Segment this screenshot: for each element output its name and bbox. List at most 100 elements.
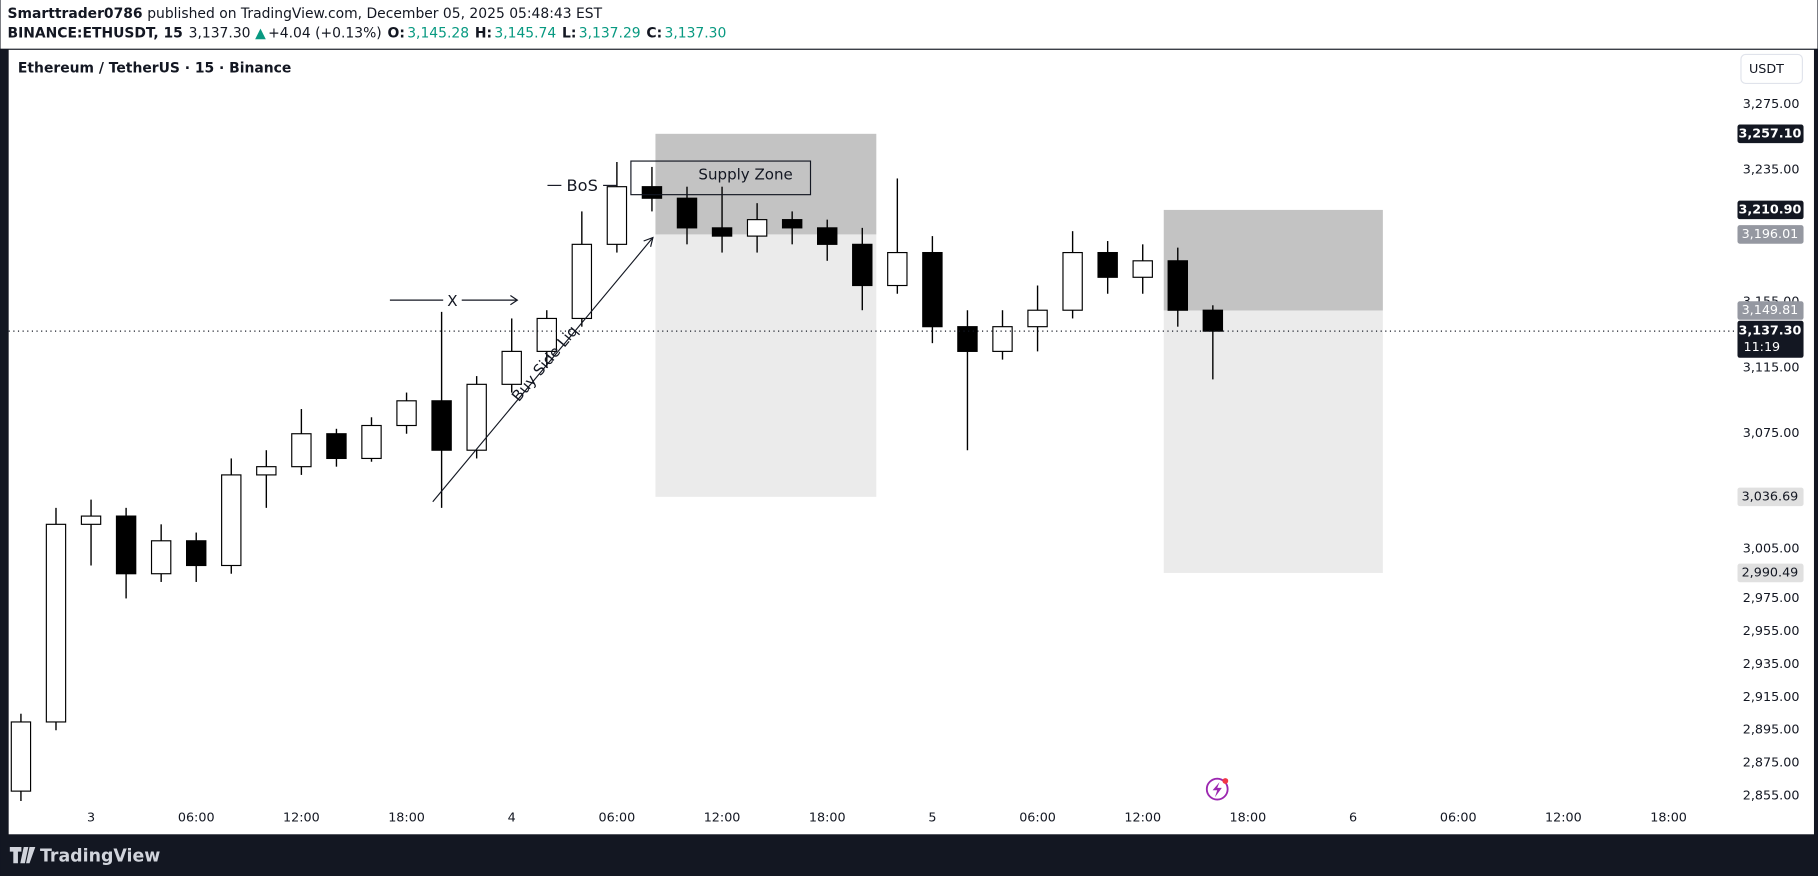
c-label: C: — [646, 26, 662, 42]
candle-body — [1202, 309, 1224, 332]
candle-body — [852, 243, 873, 287]
x-tick-label: 18:00 — [388, 811, 425, 826]
low: 3,137.29 — [579, 26, 641, 42]
candle-body — [431, 400, 452, 451]
x-tick-label: 5 — [928, 811, 936, 826]
price-label: 2,990.49 — [1742, 565, 1799, 580]
candle-body — [887, 251, 908, 287]
header-bar — [0, 0, 1818, 49]
candle-body — [45, 523, 67, 723]
y-tick-label: 2,875.00 — [1743, 756, 1800, 771]
l-label: L: — [562, 26, 576, 42]
price-label-box — [1737, 487, 1804, 507]
brand: TradingView — [40, 846, 160, 866]
author: Smarttrader0786 — [8, 6, 143, 22]
candle-body — [256, 466, 277, 476]
price-label-box — [1737, 200, 1804, 220]
header-line-2: BINANCE:ETHUSDT, 15 3,137.30 ▲ +4.04 (+0.13… — [8, 26, 727, 42]
chart-title: Ethereum / TetherUS · 15 · Binance — [18, 60, 291, 76]
candle-body — [466, 383, 487, 451]
currency[interactable]: USDT — [1749, 62, 1784, 77]
price-label-box — [1737, 320, 1804, 358]
open: 3,145.28 — [407, 26, 469, 42]
candle-body — [711, 227, 733, 237]
candle-body — [817, 227, 838, 245]
x-tick-label: 06:00 — [599, 811, 636, 826]
close: 3,137.30 — [664, 26, 726, 42]
x-tick-label: 12:00 — [704, 811, 741, 826]
price: 3,137.30 — [189, 26, 251, 42]
candle-body — [606, 186, 628, 245]
y-tick-label: 2,855.00 — [1743, 789, 1800, 804]
y-tick-label: 3,115.00 — [1743, 360, 1800, 375]
zone-lower — [1163, 310, 1383, 573]
x-tick-label: 06:00 — [1440, 811, 1477, 826]
candle-body — [1132, 260, 1153, 278]
candle-body — [10, 721, 32, 792]
alert-bolt — [1212, 782, 1222, 798]
x-tick-label: 06:00 — [1019, 811, 1056, 826]
x-tick-label: 18:00 — [809, 811, 846, 826]
candle-body — [361, 424, 382, 460]
y-tick-label: 2,895.00 — [1743, 723, 1800, 738]
price-label-box — [1737, 124, 1804, 144]
x-tick-label: 18:00 — [1650, 811, 1687, 826]
logo-mark — [9, 847, 36, 864]
o-label: O: — [388, 26, 405, 42]
y-tick-label: 2,975.00 — [1743, 591, 1800, 606]
candle-body — [992, 326, 1013, 352]
y-tick-label: 3,235.00 — [1743, 163, 1800, 178]
candle-body — [185, 540, 207, 567]
x-tick-label: 6 — [1349, 811, 1357, 826]
zone-lower — [655, 234, 877, 497]
symbol: BINANCE:ETHUSDT, 15 — [8, 26, 183, 42]
price-label: 3,196.01 — [1742, 227, 1799, 242]
liquidity-line — [432, 237, 654, 503]
candle-body — [746, 219, 768, 237]
countdown: 11:19 — [1743, 340, 1780, 355]
plot-area — [8, 49, 1814, 835]
candle-body — [115, 515, 137, 575]
price-label: 3,036.69 — [1742, 489, 1799, 504]
h-label: H: — [475, 26, 492, 42]
x-tick-label: 06:00 — [178, 811, 215, 826]
x-tick-label: 4 — [508, 811, 516, 826]
candle-body — [80, 515, 102, 525]
currency-button[interactable] — [1740, 53, 1803, 85]
y-tick-label: 2,935.00 — [1743, 657, 1800, 672]
alert-icon[interactable] — [1205, 777, 1229, 801]
alert-dot — [1222, 778, 1229, 784]
candle-body — [957, 326, 978, 352]
candle-body — [641, 186, 663, 199]
y-tick-label: 2,955.00 — [1743, 624, 1800, 639]
candle-body — [1097, 251, 1118, 278]
price-label: 3,149.81 — [1742, 303, 1799, 318]
x-tick-label: 18:00 — [1230, 811, 1267, 826]
x-tick-label: 12:00 — [1124, 811, 1161, 826]
bos-label: BoS — [567, 176, 598, 195]
price-label-box — [1737, 563, 1804, 583]
candle-body — [781, 219, 803, 229]
y-tick-label: 3,275.00 — [1743, 97, 1800, 112]
candle-body — [536, 317, 557, 352]
price-label-box — [1737, 301, 1804, 320]
liquidity-arrow — [643, 236, 654, 247]
candle-body — [221, 474, 242, 567]
candle-body — [396, 400, 417, 427]
y-tick-label: 2,915.00 — [1743, 690, 1800, 705]
change: +4.04 (+0.13%) — [268, 26, 382, 42]
candle-body — [1027, 309, 1048, 328]
candle-body — [922, 251, 943, 328]
price-label: 3,210.90 — [1739, 202, 1802, 217]
x-tick-label: 12:00 — [283, 811, 320, 826]
supply-label: Supply Zone — [698, 165, 792, 183]
price-label: 3,137.30 — [1739, 324, 1802, 339]
published: published on TradingView.com, December 0… — [147, 6, 602, 22]
candle-body — [1167, 260, 1189, 311]
zone-upper — [1163, 209, 1383, 311]
x-label: X — [447, 292, 457, 310]
candle-body — [326, 433, 347, 460]
x-tick-label: 3 — [87, 811, 95, 826]
candle-body — [1062, 251, 1083, 311]
